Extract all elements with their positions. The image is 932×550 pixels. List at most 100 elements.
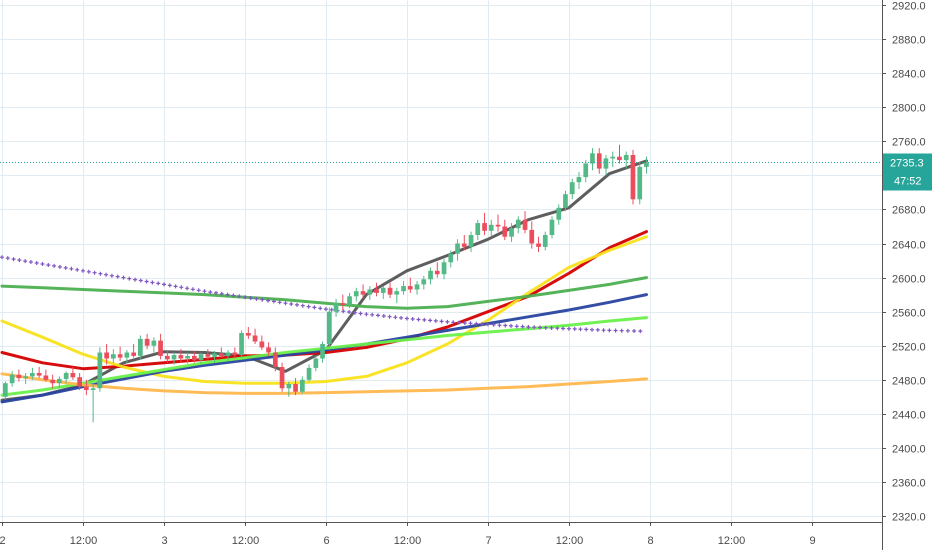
x-tick-label: 3 (161, 535, 167, 547)
candle-up (401, 286, 406, 292)
indicator-7-marker (341, 309, 346, 314)
indicator-7-marker (34, 261, 39, 265)
indicator-7-marker (485, 322, 490, 327)
candle-up (549, 219, 555, 235)
indicator-7-marker (358, 311, 363, 316)
candle-down (529, 229, 535, 244)
indicator-7-marker (179, 285, 184, 290)
indicator-7-marker (399, 315, 404, 320)
indicator-7-marker (428, 318, 433, 323)
candle-up (347, 296, 352, 305)
indicator-7-marker (352, 310, 357, 315)
indicator-7-marker (219, 291, 224, 296)
indicator-7-marker (318, 306, 323, 311)
indicator-7-marker (162, 282, 166, 287)
y-tick-label: 2840.0 (892, 69, 926, 81)
candle-up (569, 182, 575, 195)
candle-up (23, 376, 28, 379)
indicator-7-marker (46, 263, 51, 267)
candle-up (320, 344, 325, 359)
indicator-7-marker (185, 286, 190, 291)
indicator-7-marker (52, 263, 57, 268)
indicator-7-marker (370, 312, 375, 317)
indicator-7-marker (150, 280, 155, 285)
indicator-7-marker (491, 322, 496, 327)
candle-up (313, 358, 319, 368)
y-tick-label: 2400.0 (892, 444, 926, 456)
candle-down (178, 355, 184, 359)
candle-up (30, 373, 35, 377)
y-tick-label: 2480.0 (892, 376, 926, 388)
candle-down (279, 367, 285, 389)
indicator-7-marker (40, 262, 45, 266)
indicator-7-marker (514, 324, 519, 329)
indicator-7-marker (584, 327, 589, 332)
indicator-7-marker (167, 283, 172, 288)
candle-down (117, 354, 123, 358)
candle-down (77, 377, 82, 387)
current-price-value: 2735.3 (890, 158, 924, 170)
indicator-7-marker (295, 302, 299, 307)
candle-up (333, 303, 339, 312)
indicator-7-marker (121, 275, 126, 280)
candle-down (434, 270, 440, 275)
indicator-7-marker (283, 301, 288, 306)
indicator-7-marker (133, 277, 138, 282)
indicator-7-marker (462, 321, 467, 325)
candle-up (212, 353, 217, 357)
indicator-7-marker (607, 328, 612, 333)
x-tick-label: 12:00 (556, 535, 584, 547)
candle-down (387, 287, 393, 295)
indicator-7-marker (156, 281, 161, 286)
indicator-7-marker (92, 270, 97, 275)
y-tick-label: 2920.0 (892, 1, 926, 13)
indicator-7-marker (190, 287, 195, 292)
candle-up (151, 340, 157, 346)
indicator-7-marker (5, 256, 10, 261)
indicator-7-marker (109, 273, 114, 278)
indicator-7-marker (127, 276, 132, 281)
indicator-7-marker (86, 269, 91, 274)
indicator-7-marker (289, 302, 294, 306)
indicator-7-marker (638, 329, 643, 334)
candle-down (104, 352, 109, 359)
candle-up (448, 253, 454, 263)
indicator-7-marker (632, 329, 637, 333)
candle-up (590, 153, 595, 164)
current-price-badge (883, 153, 932, 191)
x-tick-label: 12:00 (70, 535, 98, 547)
candle-down (144, 338, 150, 346)
indicator-7-marker (300, 303, 305, 308)
indicator-7-marker (416, 317, 421, 322)
candle-up (3, 383, 8, 397)
candle-up (583, 163, 589, 178)
indicator-7-marker (69, 266, 74, 271)
bar-countdown: 47:52 (894, 176, 922, 188)
current-price-label: 2735.3 47:52 (883, 153, 932, 191)
indicator-line-6 (0, 372, 648, 395)
indicator-7-marker (532, 325, 537, 330)
candle-up (563, 194, 568, 208)
candle-up (556, 207, 562, 220)
candle-up (327, 311, 332, 345)
indicator-7-marker (23, 259, 28, 264)
indicator-7-marker (144, 279, 149, 284)
candle-down (165, 355, 170, 360)
candle-up (198, 354, 204, 361)
x-tick-label: 2 (0, 535, 6, 547)
indicator-7-marker (543, 325, 548, 330)
candle-up (111, 354, 116, 359)
y-tick-label: 2560.0 (892, 308, 926, 320)
candle-up (610, 156, 616, 159)
indicator-7-marker (57, 264, 62, 269)
candle-down (205, 354, 211, 357)
candle-up (286, 384, 292, 389)
candle-down (70, 373, 76, 378)
y-tick-label: 2360.0 (892, 478, 926, 490)
indicator-7-marker (225, 292, 230, 297)
candle-up (576, 177, 582, 183)
candle-down (374, 289, 379, 293)
indicator-7-marker (555, 326, 560, 331)
